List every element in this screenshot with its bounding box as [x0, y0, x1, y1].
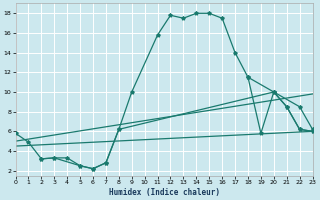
X-axis label: Humidex (Indice chaleur): Humidex (Indice chaleur) — [108, 188, 220, 197]
